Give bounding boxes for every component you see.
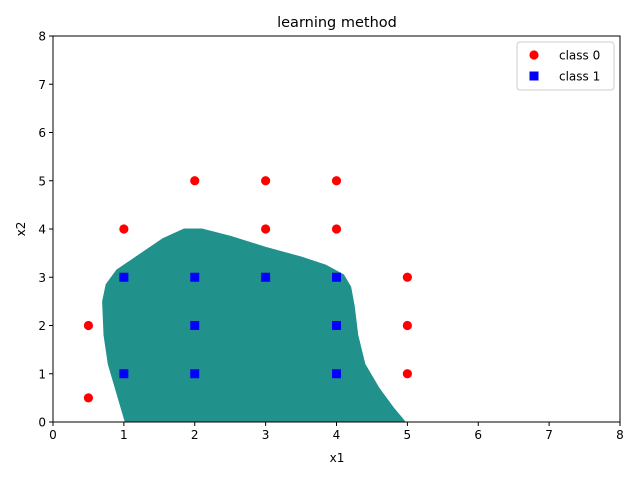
- x-axis-label: x1: [330, 451, 345, 465]
- x-tick-label: 0: [49, 428, 57, 442]
- class-1-point: [332, 272, 341, 282]
- plot-area: 0 1 2 3 4 5 6 7 8 0 1 2 3 4 5 6 7 8 class 0 class 1: [38, 30, 623, 443]
- class-1-point: [190, 369, 200, 379]
- legend-box: [516, 41, 615, 91]
- y-axis-label: x2: [14, 222, 28, 237]
- y-tick-label: 2: [38, 319, 46, 333]
- class-1-point: [190, 272, 200, 282]
- class-0-point: [402, 272, 412, 282]
- legend-label-class-1: class 1: [559, 70, 600, 84]
- y-tick-label: 8: [38, 30, 46, 44]
- class-0-point: [119, 224, 129, 234]
- class-1-point: [261, 272, 271, 282]
- class-0-point: [331, 176, 342, 186]
- class-0-point: [83, 393, 94, 403]
- y-tick-label: 7: [38, 78, 46, 92]
- class-0-point: [331, 224, 342, 234]
- decision-region: [102, 228, 407, 423]
- y-tick-label: 6: [38, 126, 46, 140]
- y-tick-label: 5: [38, 174, 46, 188]
- class-1-point: [332, 321, 341, 330]
- y-tick-label: 3: [38, 271, 46, 285]
- legend-marker-class-0: [529, 50, 539, 60]
- class-1-point: [190, 321, 200, 330]
- class-1-point: [119, 369, 129, 379]
- x-tick-label: 3: [262, 428, 270, 442]
- x-tick-label: 7: [545, 428, 553, 442]
- x-tick-label: 1: [120, 428, 128, 442]
- x-tick-label: 8: [616, 428, 624, 442]
- class-1-point: [332, 369, 341, 379]
- class-0-point: [261, 176, 271, 186]
- legend-marker-class-1: [529, 71, 539, 81]
- class-1-point: [119, 272, 129, 282]
- class-0-point: [261, 224, 271, 234]
- class-0-point: [402, 320, 412, 331]
- x-tick-label: 5: [404, 428, 412, 442]
- x-tick-label: 6: [474, 428, 482, 442]
- class-0-point: [402, 369, 412, 379]
- chart-title: learning method: [277, 15, 397, 31]
- y-tick-label: 0: [38, 416, 46, 430]
- legend-label-class-0: class 0: [559, 49, 600, 63]
- x-tick-label: 4: [333, 428, 341, 442]
- x-tick-label: 2: [191, 428, 199, 442]
- class-0-point: [190, 176, 200, 186]
- y-tick-label: 1: [38, 367, 46, 381]
- class-0-point: [83, 320, 94, 331]
- y-tick-label: 4: [38, 223, 46, 237]
